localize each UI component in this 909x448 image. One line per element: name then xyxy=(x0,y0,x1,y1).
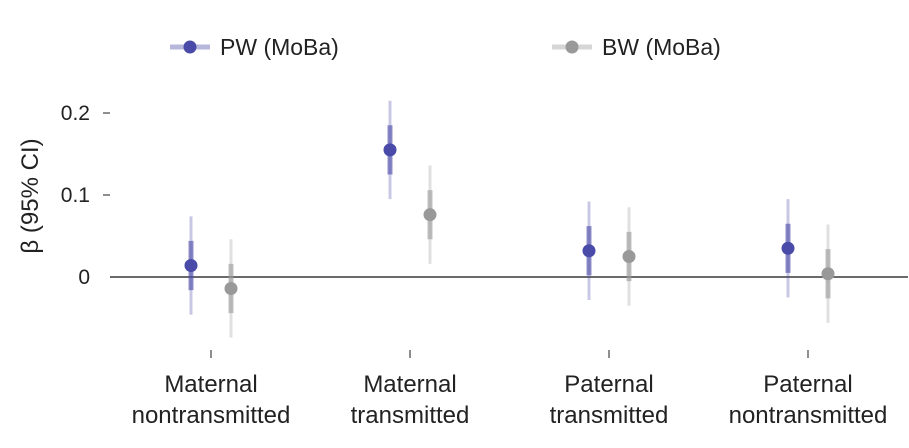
legend-marker xyxy=(183,40,197,54)
legend-marker xyxy=(565,40,579,54)
y-tick-label: 0.1 xyxy=(61,184,90,207)
y-axis-title: β (95% CI) xyxy=(17,138,44,253)
data-point xyxy=(224,281,238,295)
x-tick-label: Maternal transmitted xyxy=(351,371,470,429)
x-axis: Maternal nontransmitted Maternal transmitte… xyxy=(132,350,888,429)
y-tick-label: 0.2 xyxy=(61,102,90,125)
legend-label: PW (MoBa) xyxy=(220,34,339,60)
legend-item-bw: BW (MoBa) xyxy=(552,34,721,60)
data-point xyxy=(423,208,437,222)
y-axis: 0 0.1 0.2 xyxy=(61,102,110,289)
legend: PW (MoBa) BW (MoBa) xyxy=(170,34,721,60)
data-point xyxy=(582,244,596,258)
series-pw xyxy=(184,100,795,315)
x-tick-label: Paternal nontransmitted xyxy=(729,371,888,429)
legend-item-pw: PW (MoBa) xyxy=(170,34,339,60)
data-point xyxy=(622,250,636,263)
x-tick-label: Paternal transmitted xyxy=(550,371,669,429)
data-point xyxy=(184,259,198,273)
series-bw xyxy=(224,165,835,338)
x-tick-label: Maternal nontransmitted xyxy=(132,371,291,429)
data-point xyxy=(781,241,795,255)
plot-area xyxy=(184,100,835,338)
data-point xyxy=(821,267,835,281)
legend-label: BW (MoBa) xyxy=(602,34,721,60)
y-tick-label: 0 xyxy=(78,266,90,289)
data-point xyxy=(383,143,397,157)
